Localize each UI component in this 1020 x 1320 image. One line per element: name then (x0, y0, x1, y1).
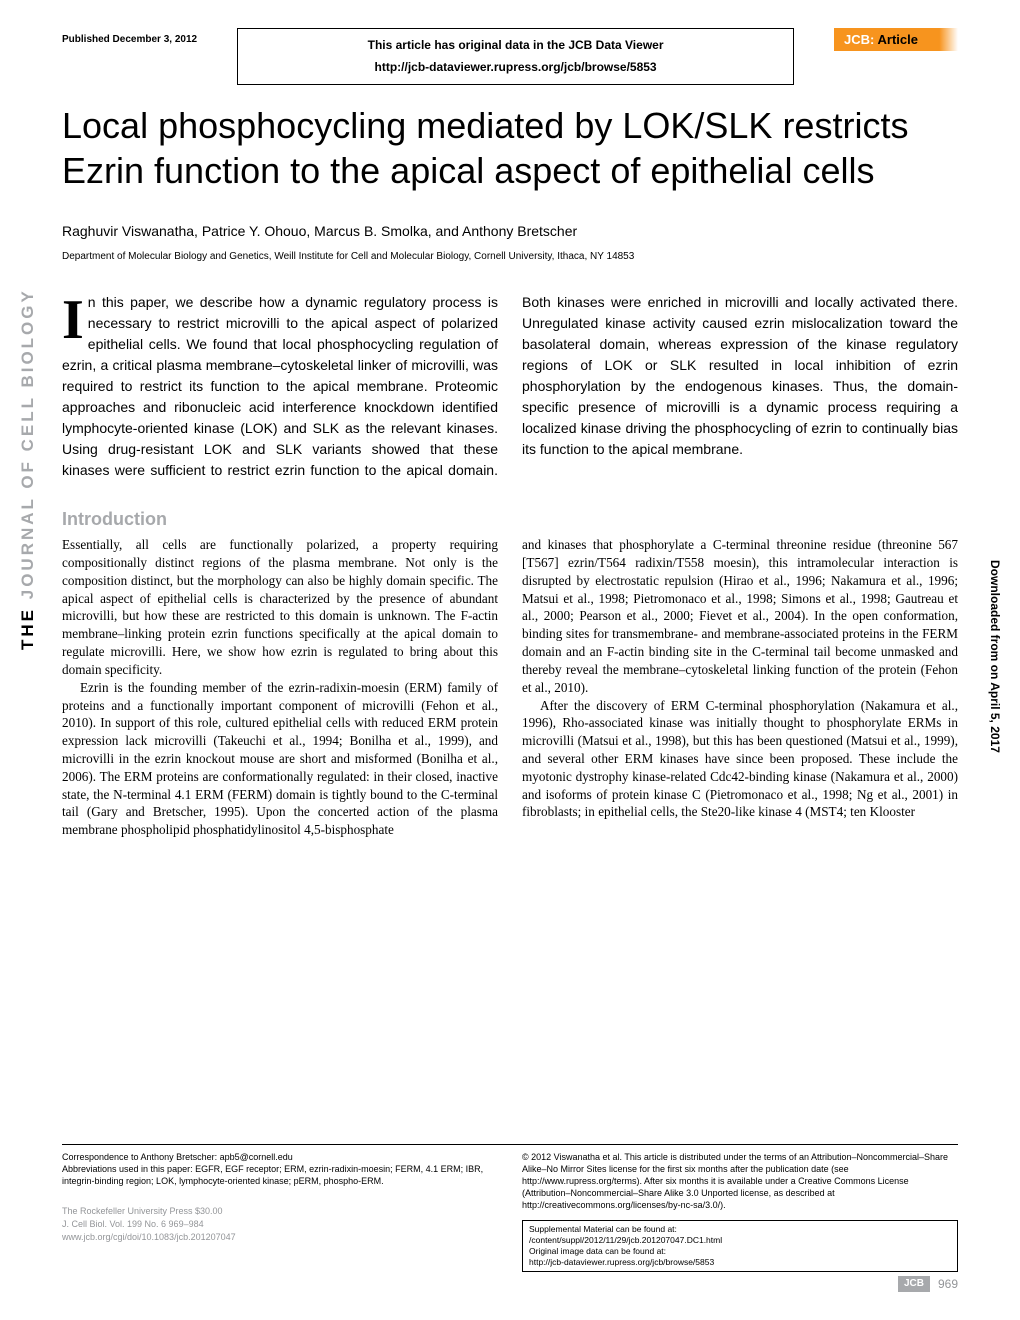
article-title: Local phosphocycling mediated by LOK/SLK… (62, 103, 958, 193)
correspondence: Correspondence to Anthony Bretscher: apb… (62, 1151, 498, 1163)
copyright: © 2012 Viswanatha et al. This article is… (522, 1151, 958, 1212)
data-viewer-line1: This article has original data in the JC… (256, 35, 775, 57)
sidebar-rest: JOURNAL OF CELL BIOLOGY (18, 288, 37, 599)
press-line2: J. Cell Biol. Vol. 199 No. 6 969–984 (62, 1218, 498, 1231)
press-line3: www.jcb.org/cgi/doi/10.1083/jcb.20120704… (62, 1231, 498, 1244)
published-date: Published December 3, 2012 (62, 28, 197, 45)
data-viewer-link[interactable]: http://jcb-dataviewer.rupress.org/jcb/br… (256, 57, 775, 79)
press-info: The Rockefeller University Press $30.00 … (62, 1205, 498, 1243)
badge-type: Article (878, 32, 918, 47)
author-list: Raghuvir Viswanatha, Patrice Y. Ohouo, M… (62, 223, 958, 239)
suppl-4[interactable]: http://jcb-dataviewer.rupress.org/jcb/br… (529, 1257, 951, 1268)
abbreviations: Abbreviations used in this paper: EGFR, … (62, 1163, 498, 1187)
body-p1: Essentially, all cells are functionally … (62, 536, 498, 679)
suppl-2[interactable]: /content/suppl/2012/11/29/jcb.201207047.… (529, 1235, 951, 1246)
page-footer: JCB 969 (522, 1276, 958, 1292)
jcb-foot-badge: JCB (898, 1276, 930, 1292)
affiliation: Department of Molecular Biology and Gene… (62, 251, 958, 262)
press-line1: The Rockefeller University Press $30.00 (62, 1205, 498, 1218)
badge-prefix: JCB: (844, 32, 874, 47)
footer-left: Correspondence to Anthony Bretscher: apb… (62, 1151, 498, 1292)
drop-cap: I (62, 292, 88, 344)
data-viewer-box: This article has original data in the JC… (237, 28, 794, 85)
footer-right: © 2012 Viswanatha et al. This article is… (522, 1151, 958, 1292)
sidebar-the: THE (18, 607, 37, 650)
body-p3: and kinases that phosphorylate a C-termi… (522, 536, 958, 696)
jcb-article-badge: JCB: Article (834, 28, 958, 51)
body-columns: Essentially, all cells are functionally … (62, 536, 958, 839)
body-p2: Ezrin is the founding member of the ezri… (62, 679, 498, 839)
suppl-3: Original image data can be found at: (529, 1246, 951, 1257)
intro-heading: Introduction (62, 509, 958, 530)
abstract-body: n this paper, we describe how a dynamic … (62, 294, 958, 478)
footer: Correspondence to Anthony Bretscher: apb… (62, 1144, 958, 1292)
body-p4: After the discovery of ERM C-terminal ph… (522, 697, 958, 822)
suppl-1: Supplemental Material can be found at: (529, 1224, 951, 1235)
header-row: Published December 3, 2012 This article … (62, 28, 958, 85)
abstract-section: In this paper, we describe how a dynamic… (62, 292, 958, 481)
page-number: 969 (938, 1276, 958, 1292)
supplemental-box: Supplemental Material can be found at: /… (522, 1220, 958, 1272)
download-note: Downloaded from on April 5, 2017 (988, 560, 1002, 753)
abstract-text: In this paper, we describe how a dynamic… (62, 292, 958, 481)
journal-sidebar-label: THE JOURNAL OF CELL BIOLOGY (18, 288, 38, 650)
